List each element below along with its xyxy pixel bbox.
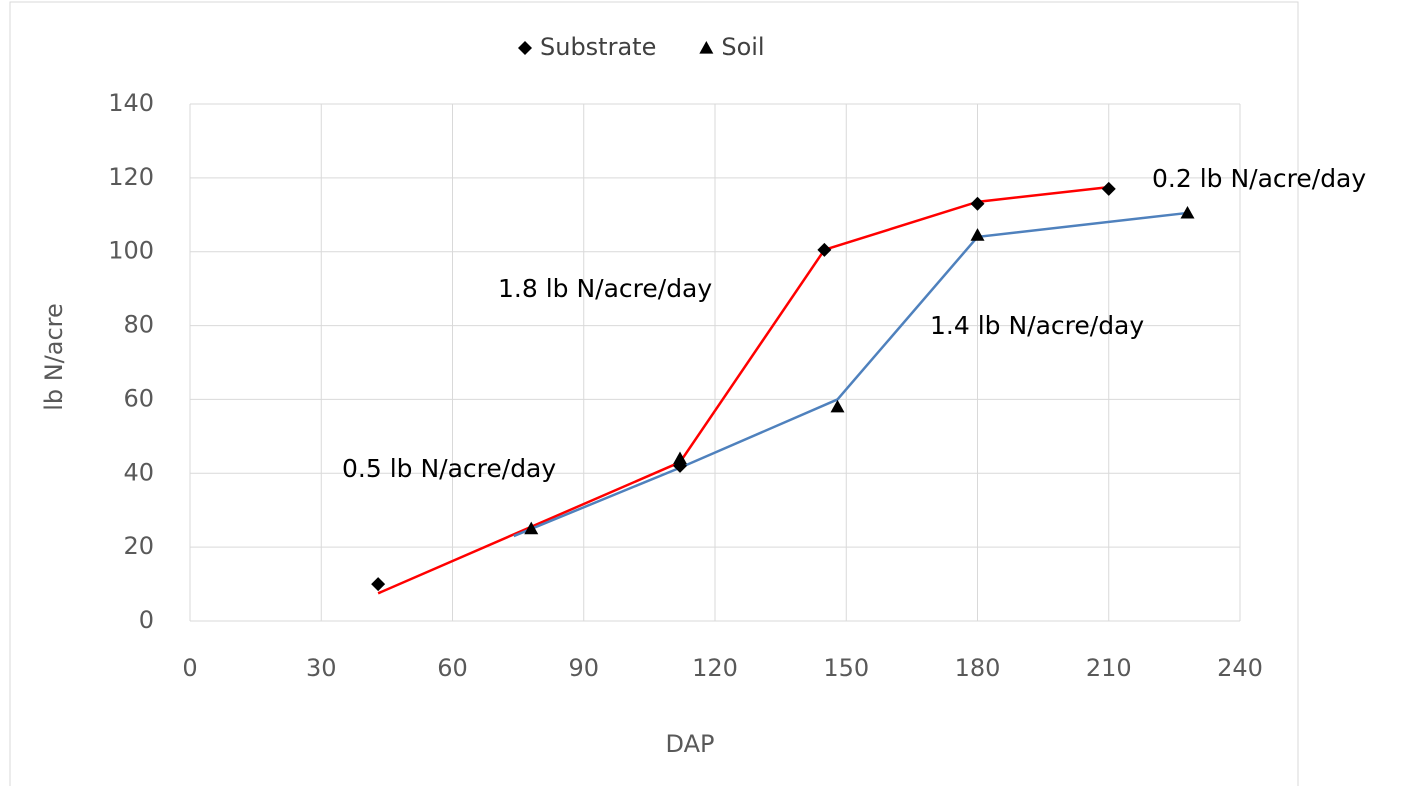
x-tick-label: 30 [306, 654, 337, 682]
x-tick-label: 0 [182, 654, 197, 682]
annotation: 1.8 lb N/acre/day [498, 274, 712, 303]
x-tick-label: 240 [1217, 654, 1263, 682]
marker [970, 228, 985, 241]
x-tick-label: 210 [1086, 654, 1132, 682]
y-tick-label: 60 [123, 384, 154, 412]
x-tick-label: 60 [437, 654, 468, 682]
annotation: 1.4 lb N/acre/day [930, 311, 1144, 340]
legend-marker [518, 41, 532, 55]
marker [1180, 205, 1195, 219]
marker [1101, 181, 1116, 196]
x-tick-label: 180 [955, 654, 1001, 682]
x-axis-title: DAP [666, 730, 715, 758]
x-tick-label: 120 [692, 654, 738, 682]
marker [673, 451, 687, 465]
y-tick-label: 120 [108, 163, 154, 191]
marker [524, 521, 539, 535]
marker [817, 242, 832, 257]
y-tick-label: 40 [123, 458, 154, 486]
y-tick-label: 0 [139, 606, 154, 634]
y-axis-title: lb N/acre [40, 303, 68, 411]
annotation: 0.5 lb N/acre/day [342, 454, 556, 483]
chart-border [9, 1, 1299, 786]
legend-marker [699, 41, 714, 54]
marker [830, 399, 845, 413]
y-tick-label: 80 [123, 311, 154, 339]
annotation: 0.2 lb N/acre/day [1152, 164, 1366, 193]
y-tick-label: 140 [108, 89, 154, 117]
x-tick-label: 150 [823, 654, 869, 682]
fit-line [513, 211, 1188, 538]
marker [970, 196, 985, 211]
marker [371, 577, 386, 592]
y-tick-label: 20 [123, 532, 154, 560]
x-tick-label: 90 [568, 654, 599, 682]
legend-label: Soil [721, 33, 764, 61]
legend-label: Substrate [540, 33, 656, 61]
y-tick-label: 100 [108, 237, 154, 265]
